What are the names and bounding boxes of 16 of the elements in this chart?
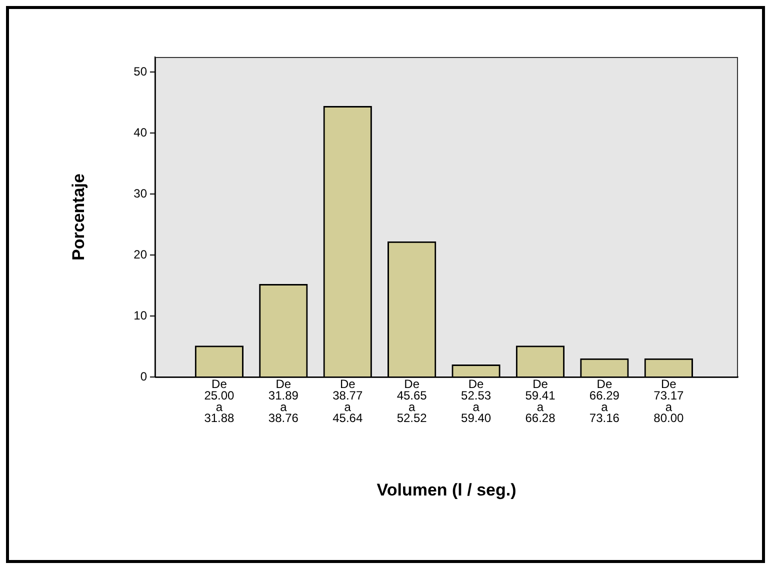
- x-tick-label: De 31.89 a 38.76: [268, 377, 299, 426]
- y-tick-label: 30: [134, 186, 148, 200]
- x-axis-title: Volumen (l / seg.): [376, 480, 516, 500]
- x-tick-label: De 73.17 a 80.00: [654, 377, 684, 426]
- y-tick-label: 20: [134, 247, 148, 262]
- x-tick-label: De 45.65 a 52.52: [396, 377, 428, 426]
- x-tick-label: De 66.29 a 73.16: [589, 377, 620, 426]
- x-tick-label: De 25.00 a 31.88: [204, 377, 235, 426]
- y-tick-label: 10: [134, 308, 148, 322]
- y-tick-label: 0: [140, 369, 148, 384]
- y-tick-label: 40: [134, 126, 148, 140]
- y-axis-title: Porcentaje: [68, 174, 88, 260]
- x-tick-label: De 38.77 a 45.64: [332, 377, 363, 426]
- y-tick-label: 50: [134, 64, 148, 79]
- x-tick-label: De 52.53 a 59.40: [461, 377, 492, 426]
- x-tick-label: De 59.41 a 66.28: [525, 377, 556, 426]
